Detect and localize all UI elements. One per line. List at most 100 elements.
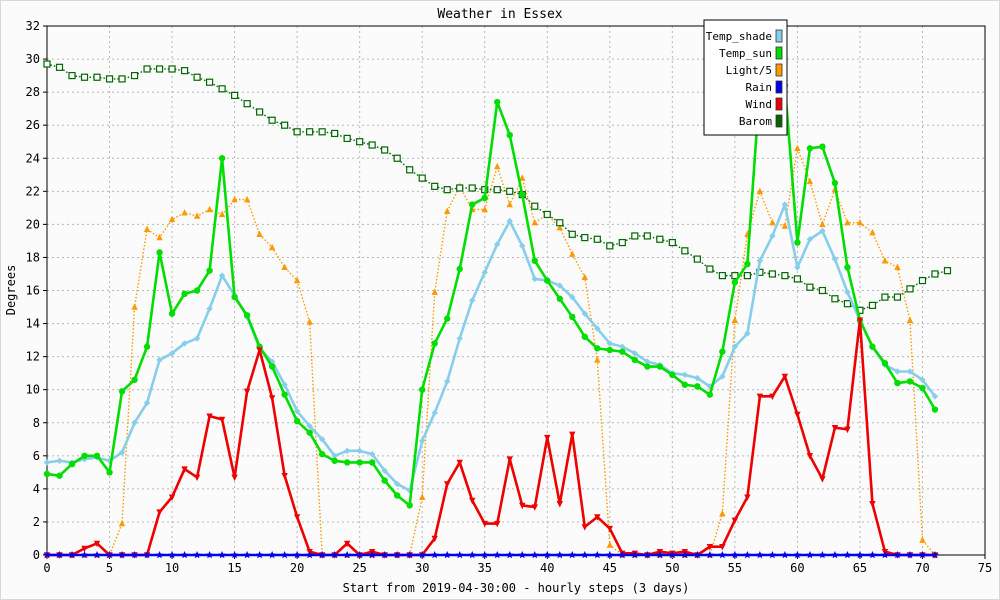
point-barom <box>218 85 226 93</box>
point-barom <box>943 267 952 275</box>
legend-swatch <box>775 80 783 94</box>
point-temp-shade <box>556 282 563 289</box>
point-rain <box>55 551 64 559</box>
x-tick-label: 70 <box>915 561 929 575</box>
point-light-5 <box>769 219 776 226</box>
point-rain <box>793 551 802 559</box>
legend-swatch <box>775 63 783 77</box>
point-light-5 <box>181 209 188 216</box>
y-tick-label: 20 <box>26 217 40 231</box>
point-rain <box>843 551 852 559</box>
point-wind <box>93 540 101 548</box>
point-temp-shade <box>619 343 626 350</box>
point-temp-sun <box>494 98 501 106</box>
point-rain <box>68 551 76 559</box>
x-tick-label: 30 <box>415 561 429 575</box>
legend-label: Wind <box>746 98 773 111</box>
point-temp-shade <box>906 368 914 375</box>
point-temp-shade <box>143 399 151 407</box>
point-barom <box>243 100 251 108</box>
point-rain <box>631 551 639 559</box>
point-wind <box>756 393 764 400</box>
point-rain <box>505 551 514 559</box>
point-wind <box>531 504 538 511</box>
point-temp-shade <box>506 217 513 225</box>
point-rain <box>543 551 552 559</box>
point-temp-shade <box>719 373 726 380</box>
point-temp-shade <box>43 459 51 466</box>
point-temp-sun <box>456 265 463 273</box>
point-barom <box>118 75 126 83</box>
x-tick-label: 55 <box>728 561 742 575</box>
point-temp-sun <box>931 406 939 413</box>
point-temp-sun <box>156 249 163 256</box>
point-temp-shade <box>456 335 463 342</box>
point-barom <box>268 116 276 124</box>
point-temp-shade <box>519 242 526 250</box>
point-temp-sun <box>656 363 664 370</box>
x-tick-label: 20 <box>290 561 304 575</box>
point-rain <box>756 551 764 559</box>
point-barom <box>606 242 614 250</box>
point-wind <box>506 456 513 463</box>
point-light-5 <box>419 493 426 500</box>
point-temp-sun <box>318 450 326 458</box>
point-wind <box>281 472 288 480</box>
point-temp-shade <box>731 343 739 350</box>
point-rain <box>155 551 164 559</box>
point-temp-shade <box>131 419 138 426</box>
point-temp-sun <box>831 179 839 187</box>
point-temp-sun <box>431 340 438 347</box>
point-temp-sun <box>606 346 613 354</box>
point-light-5 <box>431 288 438 295</box>
point-light-5 <box>894 263 901 271</box>
point-wind <box>781 373 789 381</box>
point-wind <box>594 514 601 521</box>
point-rain <box>118 551 126 559</box>
point-temp-shade <box>331 452 338 460</box>
point-barom <box>768 270 776 278</box>
point-rain <box>293 551 301 559</box>
series-line-wind <box>47 318 935 557</box>
legend-box <box>703 19 788 136</box>
point-wind <box>469 497 476 505</box>
point-barom <box>706 265 714 273</box>
point-rain <box>193 551 201 559</box>
point-barom <box>531 202 539 210</box>
point-light-5 <box>719 509 726 517</box>
point-temp-sun <box>469 201 476 208</box>
point-wind <box>719 544 726 551</box>
point-barom <box>80 73 89 81</box>
y-tick-label: 14 <box>26 317 40 331</box>
y-tick-label: 6 <box>33 449 40 463</box>
point-temp-sun <box>68 460 76 468</box>
x-tick-label: 25 <box>352 561 366 575</box>
point-temp-shade <box>318 436 326 443</box>
point-temp-sun <box>131 376 138 383</box>
point-wind <box>519 502 526 510</box>
point-rain <box>718 551 727 559</box>
x-tick-label: 10 <box>165 561 179 575</box>
point-rain <box>668 551 677 559</box>
legend-swatch <box>775 29 783 43</box>
point-wind <box>544 434 551 442</box>
point-light-5 <box>594 356 601 363</box>
x-tick-label: 65 <box>853 561 867 575</box>
point-rain <box>868 551 877 559</box>
point-light-5 <box>444 207 451 214</box>
point-temp-shade <box>56 457 63 464</box>
point-temp-sun <box>268 363 276 370</box>
point-temp-shade <box>631 350 639 357</box>
point-rain <box>168 551 176 559</box>
point-rain <box>368 551 376 559</box>
point-temp-sun <box>81 452 88 460</box>
point-barom <box>881 293 889 301</box>
point-rain <box>218 551 226 559</box>
point-barom <box>406 166 414 174</box>
point-barom <box>318 128 326 136</box>
point-temp-shade <box>706 383 714 390</box>
point-temp-sun <box>519 191 526 198</box>
y-tick-label: 30 <box>26 52 40 66</box>
point-rain <box>681 551 689 559</box>
point-temp-shade <box>181 340 188 347</box>
